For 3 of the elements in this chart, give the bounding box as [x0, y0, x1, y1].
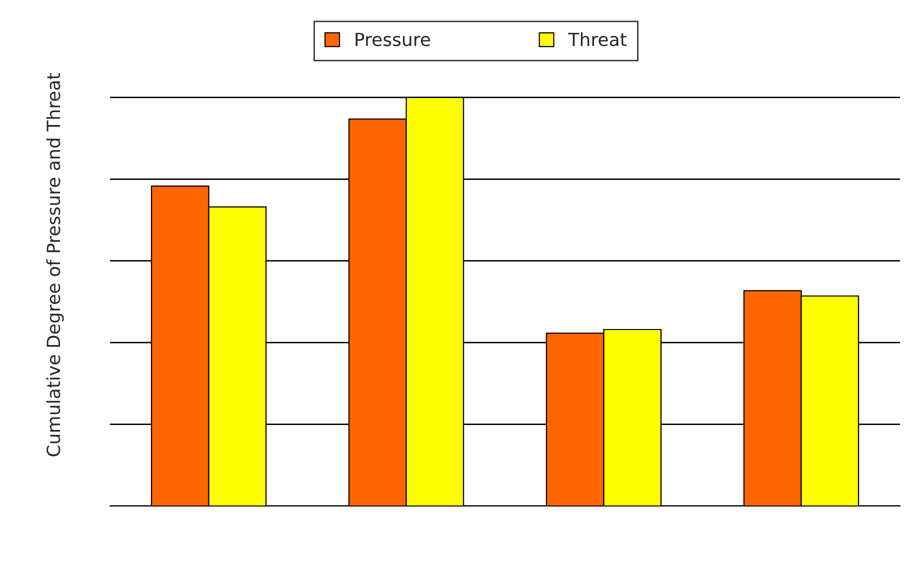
y-axis-title: Cumulative Degree of Pressure and Threat [46, 73, 64, 456]
legend-label: Pressure [356, 32, 430, 46]
legend-label: Threat [568, 32, 627, 46]
